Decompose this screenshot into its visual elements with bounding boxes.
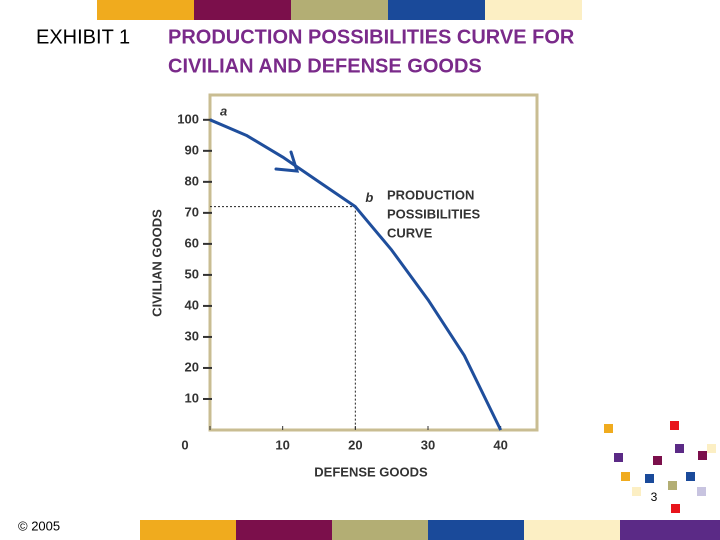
- curve-label: CURVE: [387, 225, 433, 240]
- bar-deco: [524, 520, 620, 540]
- bar-deco: [140, 520, 236, 540]
- exhibit-label: EXHIBIT 1: [36, 26, 130, 48]
- point-label: b: [365, 190, 373, 205]
- y-tick-label: 50: [185, 266, 199, 281]
- y-tick-label: 40: [185, 297, 199, 312]
- square: [668, 481, 677, 490]
- y-tick-label: 80: [185, 173, 199, 188]
- bar-deco: [291, 0, 388, 20]
- square: [621, 472, 630, 481]
- y-tick-label: 20: [185, 359, 199, 374]
- curve-label: POSSIBILITIES: [387, 206, 481, 221]
- square: [645, 474, 654, 483]
- x-tick-label: 40: [493, 437, 507, 452]
- square: [697, 487, 706, 496]
- square: [671, 504, 680, 513]
- arrow: [274, 150, 300, 173]
- x-tick-label: 30: [421, 437, 435, 452]
- square: [670, 421, 679, 430]
- bar-deco: [332, 520, 428, 540]
- bar-deco: [582, 0, 720, 20]
- curve-label: PRODUCTION: [387, 187, 474, 202]
- bar-deco: [97, 0, 194, 20]
- square: [604, 424, 613, 433]
- y-tick-label: 90: [185, 142, 199, 157]
- x-axis-title: DEFENSE GOODS: [314, 464, 428, 479]
- x-tick-label: 20: [348, 437, 362, 452]
- square: [632, 487, 641, 496]
- squares-deco: [604, 421, 716, 513]
- slide-title: PRODUCTION POSSIBILITIES CURVE FOR: [168, 26, 575, 48]
- bar-deco: [194, 0, 291, 20]
- bar-deco: [428, 520, 524, 540]
- y-tick-label: 30: [185, 328, 199, 343]
- bottom-bars: [140, 520, 720, 540]
- y-tick-label: 70: [185, 204, 199, 219]
- bar-deco: [236, 520, 332, 540]
- x-tick-label: 0: [181, 437, 188, 452]
- bar-deco: [388, 0, 485, 20]
- y-tick-label: 100: [177, 111, 199, 126]
- slide-title: CIVILIAN AND DEFENSE GOODS: [168, 55, 482, 77]
- point-label: a: [220, 103, 227, 118]
- x-tick-label: 10: [275, 437, 289, 452]
- footer: © 2005: [18, 518, 60, 533]
- top-bars: [97, 0, 720, 20]
- bar-deco: [485, 0, 582, 20]
- page-number: 3: [651, 490, 658, 504]
- y-tick-label: 60: [185, 235, 199, 250]
- square: [686, 472, 695, 481]
- square: [707, 444, 716, 453]
- square: [614, 453, 623, 462]
- square: [698, 451, 707, 460]
- y-axis-title: CIVILIAN GOODS: [149, 209, 164, 317]
- curve: [209, 118, 503, 431]
- bar-deco: [620, 520, 720, 540]
- square: [653, 456, 662, 465]
- square: [675, 444, 684, 453]
- y-tick-label: 10: [185, 390, 199, 405]
- plot-frame: [208, 93, 539, 432]
